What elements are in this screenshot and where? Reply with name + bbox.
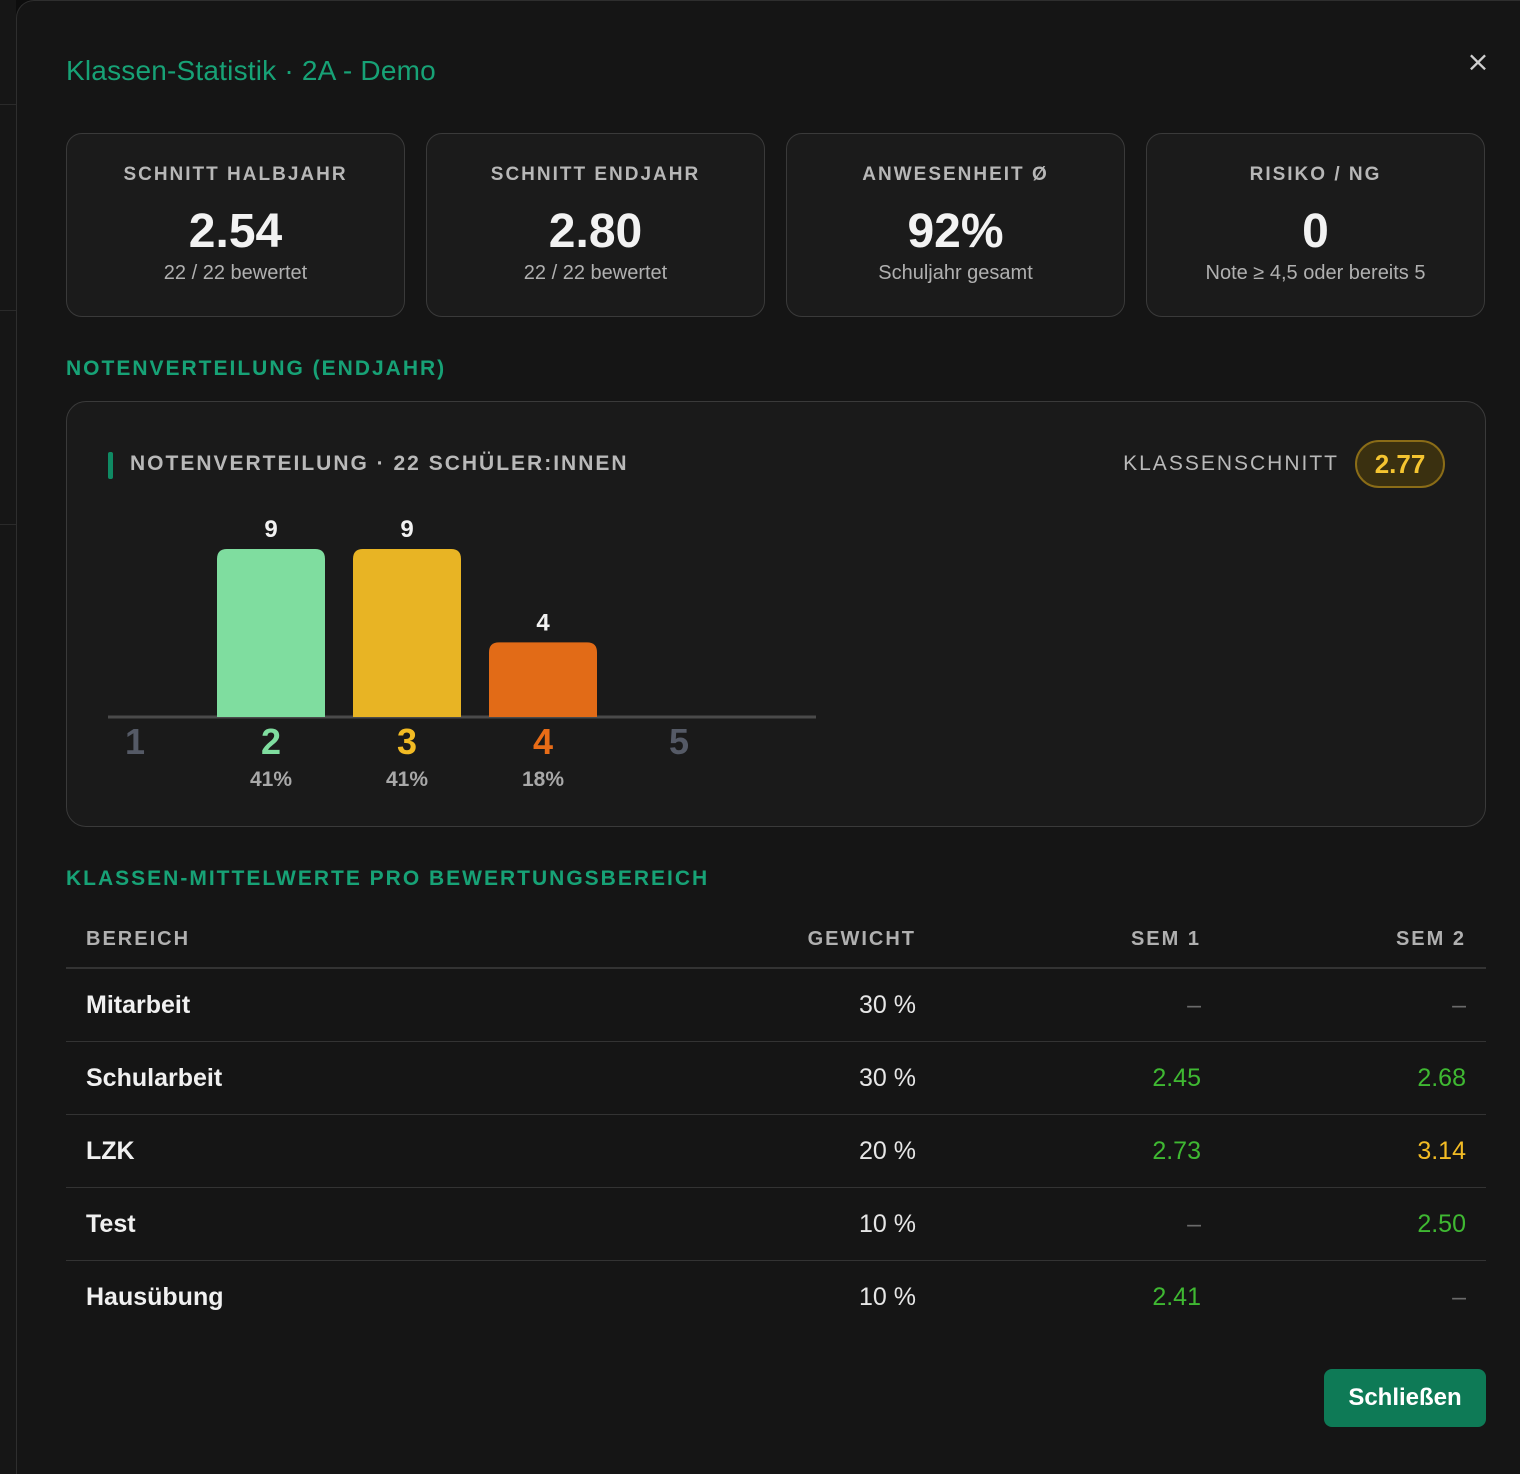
card-risk: RISIKO / NG 0 Note ≥ 4,5 oder bereits 5 [1146,133,1485,317]
column-header-sem2: SEM 2 [1221,911,1486,969]
bar-grade-2 [217,549,325,717]
section-title-distribution: NOTENVERTEILUNG (ENDJAHR) [66,357,447,380]
category-averages-table-wrap: BEREICH GEWICHT SEM 1 SEM 2 Mitarbeit 30 … [66,911,1486,1333]
grade-label-4: 4 [533,721,553,762]
card-value: 2.54 [188,205,283,258]
close-icon-button[interactable]: × [1466,45,1490,78]
background-divider [0,524,16,525]
cell-sem1: 2.41 [1152,1282,1201,1311]
card-label: RISIKO / NG [1249,164,1382,185]
card-value: 0 [1302,205,1329,258]
class-statistics-dialog: Klassen-Statistik · 2A - Demo × SCHNITT … [16,0,1520,1474]
background-app-edge [0,0,16,1474]
grade-label-5: 5 [669,721,689,762]
cell-sem1: 2.45 [936,1041,1221,1115]
cell-weight: 10 % [859,1282,916,1311]
card-attendance: ANWESENHEIT Ø 92% Schuljahr gesamt [786,133,1125,317]
grade-distribution-chart: 1 9 2 41% 9 3 41% 4 4 18% 5 [108,516,816,791]
summary-cards: SCHNITT HALBJAHR 2.54 22 / 22 bewertet S… [66,133,1486,317]
column-header-area: BEREICH [66,911,651,969]
cell-weight: 20 % [651,1114,936,1188]
close-button[interactable]: Schließen [1324,1369,1486,1427]
grade-percent-label: 18% [522,768,564,791]
grade-distribution-panel: NOTENVERTEILUNG · 22 SCHÜLER:INNEN KLASS… [66,401,1486,827]
card-subtext: 22 / 22 bewertet [163,262,308,284]
card-value: 2.80 [548,205,643,258]
cell-sem2: – [1221,968,1486,1042]
table-header-row: BEREICH GEWICHT SEM 1 SEM 2 [66,911,1486,969]
cell-weight: 30 % [651,1041,936,1115]
category-averages-table: BEREICH GEWICHT SEM 1 SEM 2 Mitarbeit 30 … [66,911,1486,1333]
card-subtext: Note ≥ 4,5 oder bereits 5 [1205,262,1426,284]
grade-label-3: 3 [397,721,417,762]
bar-grade-3 [353,549,461,717]
cell-area: Test [66,1187,651,1261]
card-average-end-year: SCHNITT ENDJAHR 2.80 22 / 22 bewertet [426,133,765,317]
dialog-title: Klassen-Statistik · 2A - Demo [66,55,436,86]
chart-title: NOTENVERTEILUNG · 22 SCHÜLER:INNEN [130,452,629,475]
bar-value-label: 4 [536,609,550,636]
column-header-weight: GEWICHT [651,911,936,969]
grade-percent-label: 41% [250,768,292,791]
bar-grade-4 [489,642,597,717]
grade-percent-label: 41% [386,768,428,791]
card-label: ANWESENHEIT Ø [862,164,1049,185]
background-divider [0,104,16,105]
card-subtext: 22 / 22 bewertet [523,262,668,284]
table-row: LZK 20 % 2.73 3.14 [66,1114,1486,1188]
cell-area: Schularbeit [66,1041,651,1115]
table-row: Schularbeit 30 % 2.45 2.68 [66,1041,1486,1115]
cell-sem2: 3.14 [1221,1114,1486,1188]
cell-weight: 10 % [651,1187,936,1261]
card-subtext: Schuljahr gesamt [878,262,1033,284]
cell-sem1: 2.73 [936,1114,1221,1188]
grade-label-1: 1 [125,721,145,762]
cell-sem2: 2.68 [1221,1041,1486,1115]
table-row: Test 10 % –2.50 [66,1187,1486,1261]
bar-value-label: 9 [264,516,277,543]
cell-weight: 30 % [651,968,936,1042]
cell-sem2: – [1452,1282,1466,1311]
background-divider [0,310,16,311]
card-value: 92% [907,205,1004,258]
cell-sem1: – [936,968,1221,1042]
column-header-sem1: SEM 1 [936,911,1221,969]
table-row: Mitarbeit 30 % – – [66,968,1486,1042]
card-label: SCHNITT HALBJAHR [123,164,348,185]
table-row: Hausübung 10 % 2.41 – [66,1261,1486,1334]
class-average-label: KLASSENSCHNITT [1123,452,1339,475]
card-average-half-year: SCHNITT HALBJAHR 2.54 22 / 22 bewertet [66,133,405,317]
cell-area: Hausübung [86,1282,224,1311]
chart-accent-bar [108,452,113,479]
section-title-category-averages: KLASSEN-MITTELWERTE PRO BEWERTUNGSBEREIC… [66,867,710,890]
cell-sem2: 2.50 [1221,1187,1486,1261]
cell-area: Mitarbeit [66,968,651,1042]
card-label: SCHNITT ENDJAHR [490,164,701,185]
cell-area: LZK [66,1114,651,1188]
cell-sem1: – [936,1187,1221,1261]
class-average-badge: 2.77 [1355,440,1445,488]
bar-value-label: 9 [400,516,413,543]
grade-label-2: 2 [261,721,281,762]
